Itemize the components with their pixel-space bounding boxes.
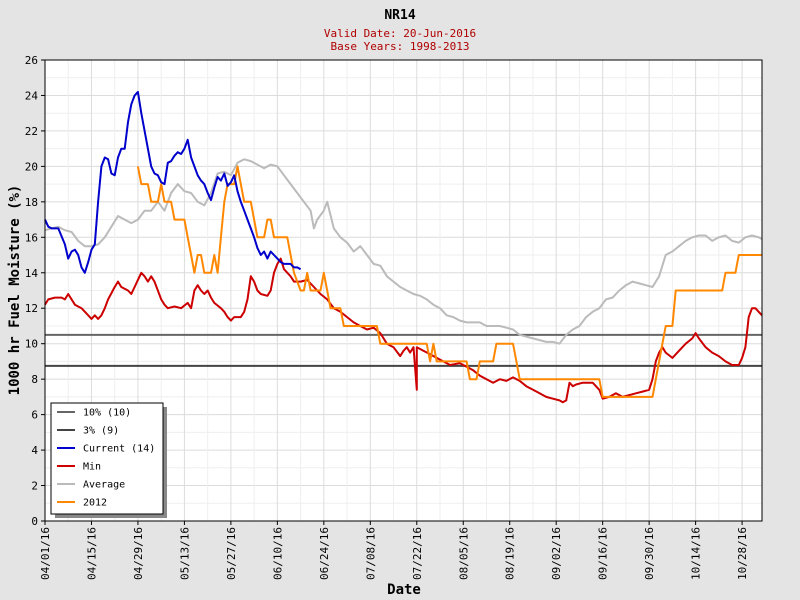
legend-label: 10% (10) xyxy=(83,408,131,419)
series-line-current-14 xyxy=(44,90,302,274)
x-tick-label: 07/22/16 xyxy=(411,527,424,580)
legend-label: Min xyxy=(83,462,101,473)
y-tick-label: 22 xyxy=(25,125,38,138)
legend: 10% (10) 3% (9) Current (14) Min Average 2012 xyxy=(50,402,167,518)
series-line-min xyxy=(44,257,763,404)
x-tick-label: 04/15/16 xyxy=(85,527,98,580)
y-tick-label: 26 xyxy=(25,54,38,67)
chart-subtitle-base-years: Base Years: 1998-2013 xyxy=(330,40,469,53)
chart-title: NR14 xyxy=(384,8,415,23)
x-tick-label: 10/14/16 xyxy=(690,527,703,580)
legend-label: 3% (9) xyxy=(83,426,119,437)
x-tick-label: 08/19/16 xyxy=(504,527,517,580)
chart-subtitle-valid-date: Valid Date: 20-Jun-2016 xyxy=(324,27,476,40)
y-tick-label: 20 xyxy=(25,160,38,173)
threshold-lines xyxy=(45,333,762,367)
y-tick-label: 10 xyxy=(25,338,38,351)
y-axis-label: 1000 hr Fuel Moisture (%) xyxy=(7,185,23,396)
series-line-average xyxy=(44,158,763,345)
y-tick-label: 14 xyxy=(25,267,39,280)
y-tick-label: 16 xyxy=(25,231,38,244)
series-line-2012 xyxy=(136,165,762,398)
x-tick-label: 06/10/16 xyxy=(271,527,284,580)
y-tick-label: 8 xyxy=(31,373,38,386)
x-axis-label: Date xyxy=(387,582,421,598)
y-tick-label: 4 xyxy=(31,444,38,457)
x-tick-label: 09/02/16 xyxy=(550,527,563,580)
x-tick-label: 04/29/16 xyxy=(132,527,145,580)
x-tick-label: 08/05/16 xyxy=(457,527,470,580)
x-tick-label: 04/01/16 xyxy=(39,527,52,580)
legend-box xyxy=(50,402,164,515)
y-tick-label: 24 xyxy=(25,89,39,102)
x-tick-label: 10/28/16 xyxy=(736,527,749,580)
y-tick-label: 12 xyxy=(25,302,38,315)
plot-frame xyxy=(44,59,763,522)
x-tick-label: 09/16/16 xyxy=(597,527,610,580)
series-lines xyxy=(44,90,763,404)
x-tick-label: 05/27/16 xyxy=(225,527,238,580)
x-tick-label: 06/24/16 xyxy=(318,527,331,580)
legend-label: 2012 xyxy=(83,498,107,509)
y-tick-label: 2 xyxy=(31,480,38,493)
legend-label: Average xyxy=(83,480,125,491)
legend-label: Current (14) xyxy=(83,444,155,455)
y-tick-label: 18 xyxy=(25,196,38,209)
x-tick-label: 09/30/16 xyxy=(643,527,656,580)
x-tick-label: 05/13/16 xyxy=(178,527,191,580)
y-tick-label: 0 xyxy=(31,515,38,528)
x-tick-label: 07/08/16 xyxy=(364,527,377,580)
y-tick-label: 6 xyxy=(31,409,38,422)
x-axis-ticks: 04/01/16 04/15/16 04/29/16 05/13/16 05/27/16… xyxy=(39,521,749,580)
